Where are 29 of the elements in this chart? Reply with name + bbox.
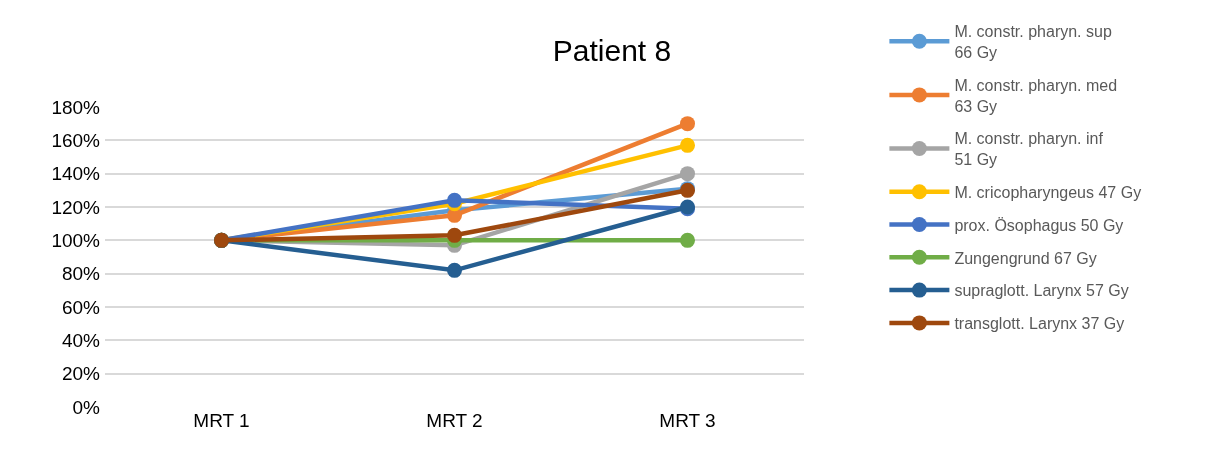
point bbox=[680, 232, 695, 248]
y-tick-label: 160% bbox=[51, 129, 101, 151]
y-tick-label: 0% bbox=[72, 396, 101, 418]
y-tick-label: 180% bbox=[51, 96, 101, 118]
y-tick-label: 40% bbox=[61, 329, 101, 351]
legend-label: M. constr. pharyn. sup 66 Gy bbox=[954, 23, 1112, 61]
point bbox=[447, 192, 462, 208]
chart-title: Patient 8 bbox=[552, 33, 672, 67]
y-tick-label: 140% bbox=[51, 163, 101, 185]
y-tick-label: 80% bbox=[61, 263, 101, 285]
y-tick-label: 120% bbox=[51, 196, 101, 218]
legend-label: prox. Ösophagus 50 Gy bbox=[954, 216, 1124, 234]
point bbox=[680, 166, 695, 182]
y-tick-label: 60% bbox=[61, 296, 101, 318]
point bbox=[680, 137, 695, 153]
point bbox=[447, 262, 462, 278]
legend-label: M. constr. pharyn. inf 51 Gy bbox=[954, 130, 1104, 169]
legend-label: Zungengrund 67 Gy bbox=[954, 249, 1097, 267]
x-tick-label: MRT 2 bbox=[426, 410, 483, 431]
point bbox=[447, 227, 462, 243]
legend-label: supraglott. Larynx 57 Gy bbox=[954, 282, 1129, 300]
legend-label: M. cricopharyngeus 47 Gy bbox=[954, 183, 1142, 201]
y-tick-label: 100% bbox=[51, 229, 101, 251]
y-tick-label: 20% bbox=[61, 363, 101, 385]
x-tick-label: MRT 3 bbox=[659, 410, 716, 431]
legend-label: M. constr. pharyn. med 63 Gy bbox=[954, 76, 1118, 115]
legend-label: transglott. Larynx 37 Gy bbox=[954, 315, 1125, 333]
x-tick-label: MRT 1 bbox=[193, 410, 250, 431]
point bbox=[680, 116, 695, 132]
